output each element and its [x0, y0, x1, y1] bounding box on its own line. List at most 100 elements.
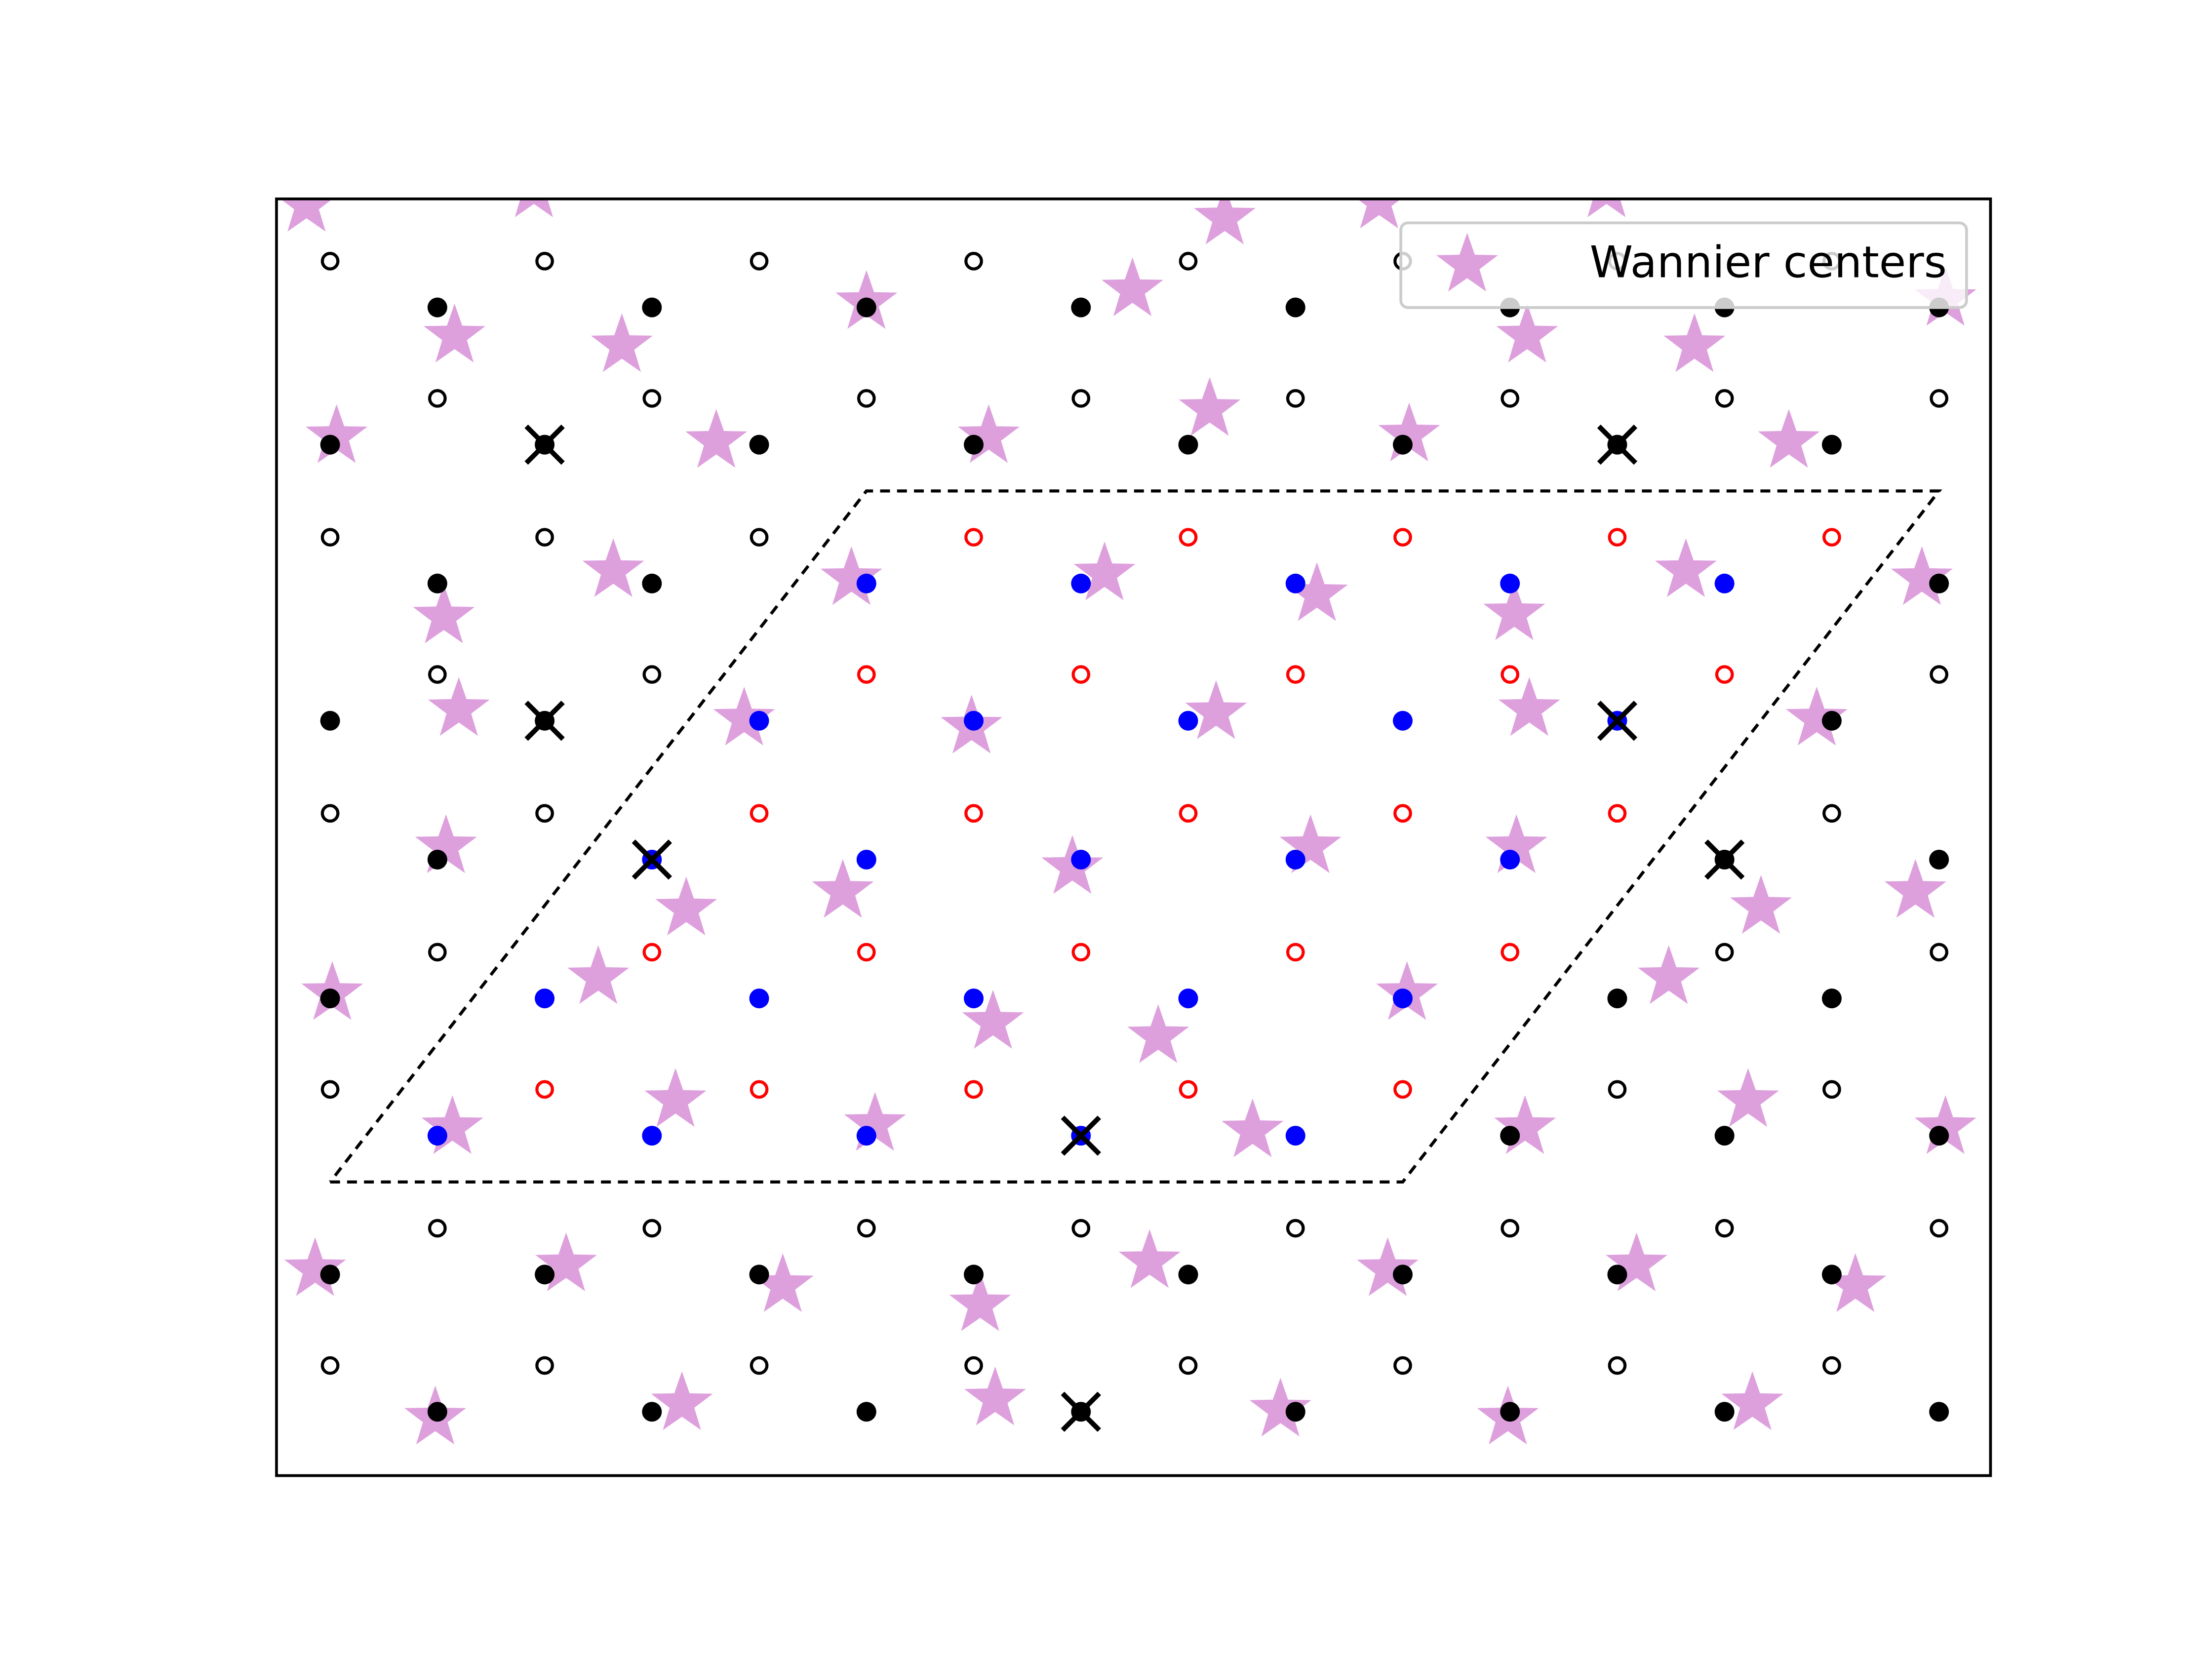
filled-circle-marker — [427, 1402, 447, 1422]
star-marker — [1118, 1229, 1181, 1288]
plot-area — [280, 198, 1976, 1445]
open-circle-marker — [750, 528, 769, 547]
filled-circle-marker — [749, 711, 769, 731]
filled-circle-marker — [427, 297, 447, 317]
star-marker — [284, 1237, 346, 1296]
filled-circle-marker — [427, 849, 447, 869]
star-marker — [1498, 677, 1560, 736]
filled-circle-marker — [964, 711, 984, 731]
star-marker — [1717, 1068, 1779, 1127]
filled-circle-marker — [856, 297, 876, 317]
x-marker — [1597, 701, 1638, 741]
star-marker — [1587, 198, 1626, 217]
x-marker — [524, 424, 565, 465]
filled-circle-marker — [1714, 1402, 1735, 1422]
star-marker — [514, 198, 553, 217]
filled-circle-marker — [320, 1264, 340, 1285]
filled-circle-marker — [964, 988, 984, 1009]
open-circle-marker — [1608, 1356, 1627, 1375]
filled-circle-marker — [320, 434, 340, 455]
filled-circle-marker — [1500, 573, 1520, 593]
star-marker — [1193, 198, 1256, 244]
star-marker — [962, 989, 1024, 1049]
open-circle-marker — [1715, 943, 1734, 962]
open-circle-marker — [1715, 389, 1734, 408]
open-circle-marker — [1501, 943, 1520, 962]
star-marker — [428, 677, 490, 736]
open-circle-marker — [320, 1080, 340, 1099]
open-circle-marker — [1822, 528, 1841, 547]
filled-circle-marker — [1607, 988, 1627, 1009]
open-circle-marker — [857, 665, 876, 684]
open-circle-marker — [964, 1080, 983, 1099]
open-circle-marker — [964, 804, 983, 823]
star-marker — [713, 686, 775, 746]
star-marker — [1786, 686, 1848, 746]
filled-circle-marker — [1392, 988, 1413, 1009]
filled-circle-marker — [964, 1264, 984, 1285]
star-marker — [655, 876, 717, 936]
filled-circle-marker — [642, 1126, 662, 1146]
open-circle-marker — [1822, 1356, 1841, 1375]
filled-circle-marker — [856, 1402, 876, 1422]
star-marker — [1357, 198, 1401, 229]
filled-circle-marker — [1071, 297, 1091, 317]
open-circle-marker — [535, 1356, 554, 1375]
open-circle-marker — [1286, 389, 1305, 408]
filled-circle-marker — [1392, 434, 1413, 455]
star-marker — [415, 814, 477, 873]
filled-circle-marker — [642, 1402, 662, 1422]
filled-circle-marker — [1821, 434, 1842, 455]
filled-circle-marker — [1071, 849, 1091, 869]
filled-circle-marker — [1500, 849, 1520, 869]
legend-box — [1399, 221, 1968, 309]
star-marker — [1378, 402, 1440, 462]
filled-circle-marker — [856, 1126, 876, 1146]
star-marker — [1436, 233, 1498, 292]
star-marker — [1758, 409, 1820, 468]
open-circle-marker — [1930, 389, 1949, 408]
open-circle-marker — [535, 804, 554, 823]
legend: Wannier centers — [1399, 221, 1968, 309]
filled-circle-marker — [427, 573, 447, 593]
filled-circle-marker — [1285, 297, 1305, 317]
filled-circle-marker — [535, 988, 555, 1009]
star-marker — [424, 304, 486, 362]
open-circle-marker — [1393, 1080, 1412, 1099]
x-marker — [1061, 1391, 1101, 1432]
star-marker — [1884, 859, 1946, 918]
open-circle-marker — [1715, 1219, 1734, 1238]
filled-circle-marker — [1178, 988, 1198, 1009]
open-circle-marker — [1071, 943, 1091, 962]
open-circle-marker — [1393, 804, 1412, 823]
open-circle-marker — [1179, 1356, 1198, 1375]
filled-circle-marker — [1285, 849, 1305, 869]
filled-circle-marker — [320, 711, 340, 731]
filled-circle-marker — [1821, 711, 1842, 731]
open-circle-marker — [320, 528, 340, 547]
filled-circle-marker — [1714, 1126, 1735, 1146]
open-circle-marker — [642, 389, 662, 408]
open-circle-marker — [1179, 804, 1198, 823]
filled-circle-marker — [749, 434, 769, 455]
star-marker — [957, 404, 1020, 463]
star-marker — [413, 584, 475, 643]
filled-circle-marker — [642, 297, 662, 317]
open-circle-marker — [964, 252, 983, 271]
open-circle-marker — [1071, 665, 1091, 684]
x-marker — [1597, 424, 1638, 465]
open-circle-marker — [1930, 665, 1949, 684]
star-marker — [535, 1232, 597, 1292]
filled-circle-marker — [427, 1126, 447, 1146]
open-circle-marker — [1930, 1219, 1949, 1238]
star-marker — [582, 538, 644, 597]
open-circle-marker — [320, 252, 340, 271]
star-marker — [1222, 1098, 1284, 1157]
filled-circle-marker — [1500, 1402, 1520, 1422]
star-marker — [1494, 1095, 1556, 1154]
filled-circle-marker — [1285, 1126, 1305, 1146]
open-circle-marker — [964, 528, 983, 547]
filled-circle-marker — [1178, 434, 1198, 455]
star-marker — [1824, 1253, 1887, 1312]
filled-circle-marker — [1929, 849, 1949, 869]
